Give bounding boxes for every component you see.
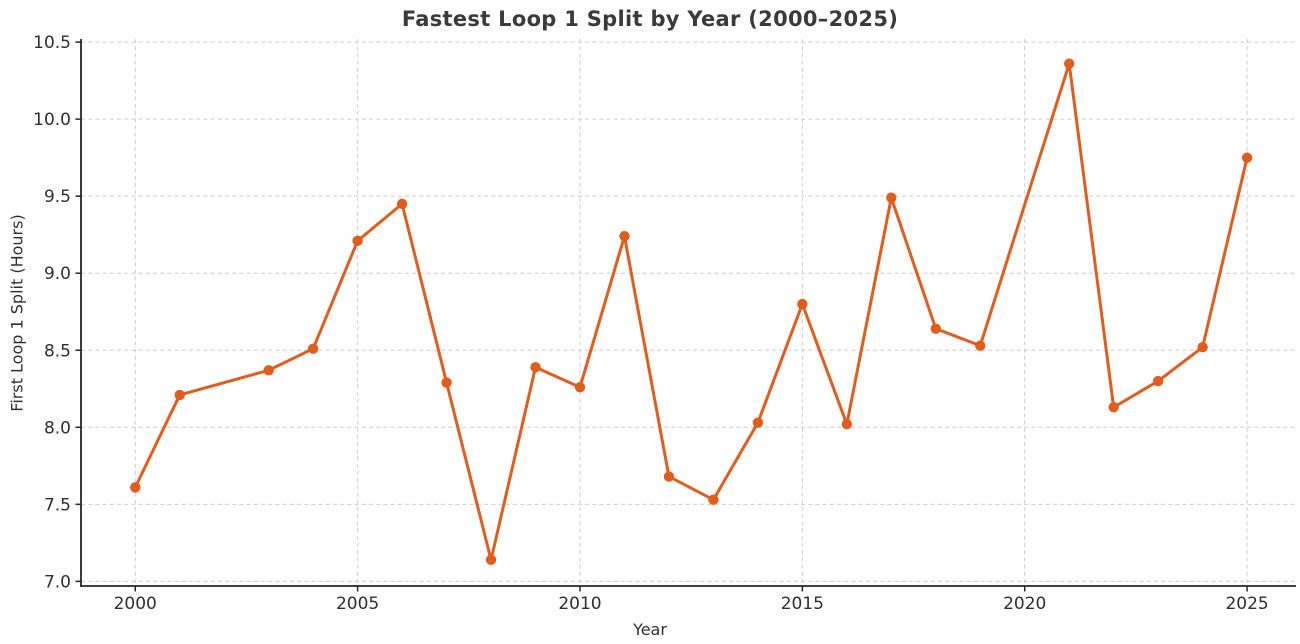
data-point-marker (797, 298, 808, 310)
data-point-marker (574, 382, 586, 393)
data-point-marker (307, 343, 319, 354)
data-point-marker (752, 417, 764, 428)
x-axis-label: Year (633, 620, 667, 639)
data-point-marker (841, 419, 853, 430)
x-tick-label: 2010 (558, 594, 601, 614)
data-point-marker (1063, 58, 1075, 69)
y-tick-label: 9.0 (44, 264, 71, 284)
data-point-marker (708, 494, 719, 505)
data-point-marker (441, 377, 452, 388)
data-point-marker (485, 554, 497, 566)
data-points (130, 58, 1253, 566)
data-point-marker (174, 389, 185, 401)
x-tick-label: 2000 (114, 594, 157, 614)
data-point-marker (1152, 375, 1164, 387)
y-tick-label: 7.5 (44, 495, 71, 515)
y-tick-label: 10.0 (33, 110, 71, 130)
data-point-marker (1241, 152, 1253, 163)
y-tick-label: 9.5 (44, 187, 71, 207)
data-point-marker (1197, 341, 1208, 353)
y-tick-label: 8.0 (44, 418, 71, 438)
y-axis-label: First Loop 1 Split (Hours) (7, 214, 27, 412)
data-point-marker (619, 231, 630, 242)
data-point-marker (530, 362, 541, 373)
data-point-marker (352, 235, 363, 247)
data-point-marker (975, 340, 986, 351)
gridlines (81, 39, 1296, 586)
data-point-marker (663, 471, 675, 482)
data-point-marker (263, 365, 274, 376)
data-point-marker (396, 198, 408, 210)
axes-spines (80, 39, 1296, 587)
x-tick-label: 2020 (1003, 594, 1046, 614)
data-point-marker (1108, 402, 1119, 413)
x-tick-label: 2025 (1225, 594, 1268, 614)
data-point-marker (130, 482, 141, 493)
x-tick-label: 2005 (336, 594, 379, 614)
y-tick-label: 8.5 (44, 341, 71, 361)
y-tick-label: 10.5 (33, 33, 71, 53)
data-line (133, 62, 1249, 562)
data-point-marker (886, 192, 897, 203)
x-tick-label: 2015 (781, 594, 824, 614)
axis-ticks: 2000 2005 2010 2015 2020 2025 7.0 7.5 8.0 8.5 9.0 9… (33, 33, 1269, 614)
chart-title: Fastest Loop 1 Split by Year (2000–2025) (401, 7, 899, 31)
y-tick-label: 7.0 (44, 572, 71, 592)
data-point-marker (930, 323, 941, 334)
